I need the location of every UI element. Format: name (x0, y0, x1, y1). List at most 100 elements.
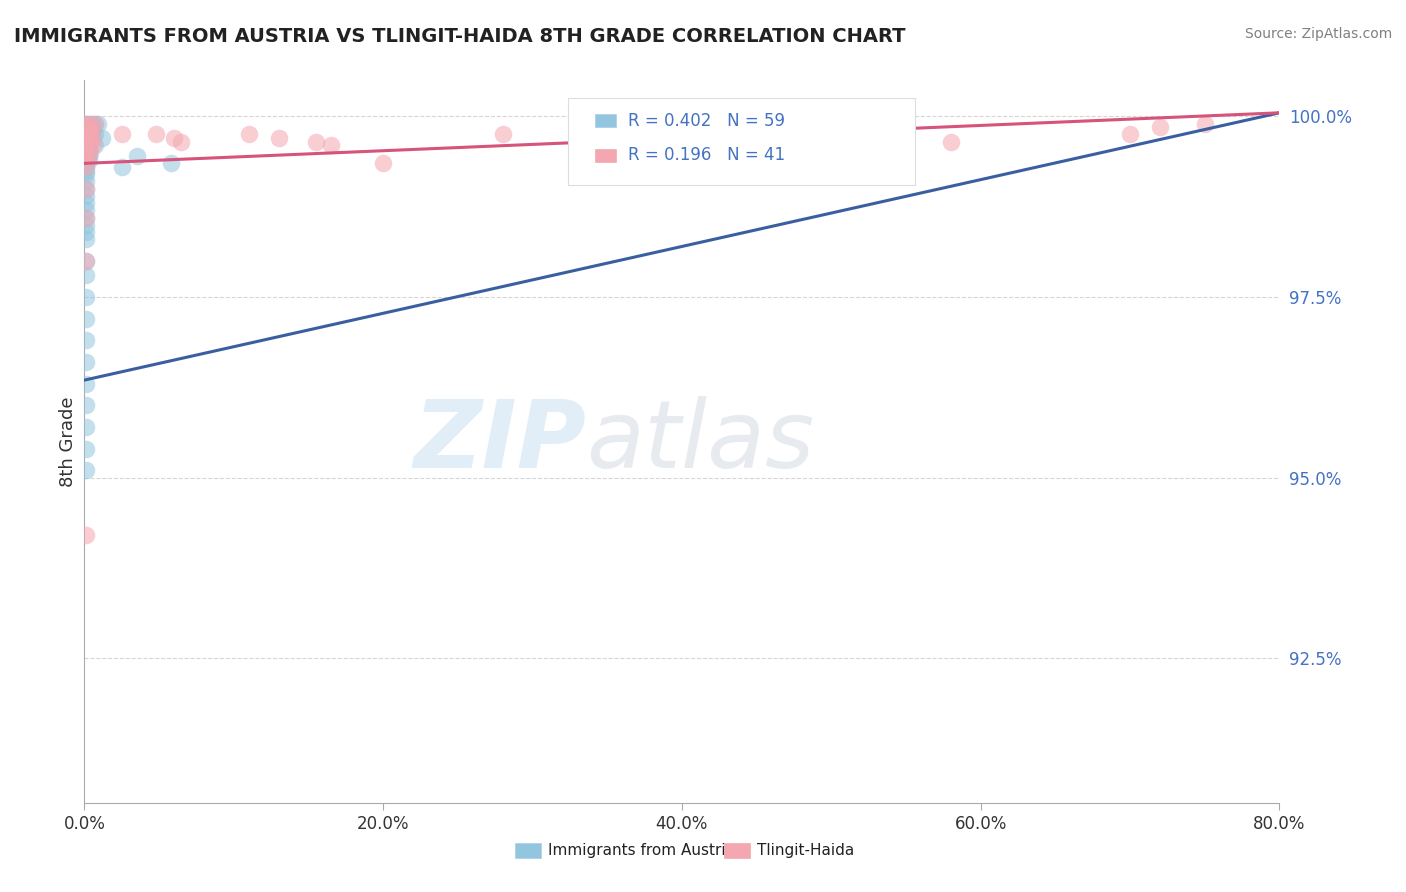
Point (77, 153, 100, 167)
Point (79, 128, 101, 142)
Point (80, 117, 103, 131)
Point (75, 131, 97, 145)
Bar (724, 843, 749, 858)
Point (77, 131, 100, 145)
Point (75, 142, 97, 156)
Point (75, 135, 97, 149)
Point (125, 149, 148, 163)
Point (79, 120, 101, 135)
Point (77, 128, 100, 142)
Point (75, 398, 97, 412)
Point (75, 153, 97, 167)
Point (238, 128, 260, 142)
Point (75, 128, 97, 142)
Point (75, 117, 97, 131)
Point (111, 128, 134, 142)
Point (267, 131, 290, 145)
Point (939, 135, 962, 149)
Point (75, 253, 97, 268)
Point (75, 142, 97, 156)
Point (91, 131, 114, 145)
Point (75, 174, 97, 188)
Point (75, 124, 97, 138)
Text: IMMIGRANTS FROM AUSTRIA VS TLINGIT-HAIDA 8TH GRADE CORRELATION CHART: IMMIGRANTS FROM AUSTRIA VS TLINGIT-HAIDA… (14, 27, 905, 45)
Point (160, 156, 183, 170)
Point (79, 145, 101, 160)
Point (75, 290, 97, 304)
Point (83, 117, 105, 131)
Point (77, 135, 100, 149)
Point (1119, 128, 1142, 142)
Point (80, 131, 103, 145)
Point (75, 145, 97, 160)
Point (75, 420, 97, 434)
Point (83, 138, 105, 153)
Point (75, 138, 97, 153)
Point (75, 120, 97, 135)
Text: R = 0.402   N = 59: R = 0.402 N = 59 (628, 112, 785, 129)
Bar (595, 114, 616, 128)
Bar (595, 149, 616, 162)
Point (75, 117, 97, 131)
Text: atlas: atlas (586, 396, 814, 487)
Point (75, 211, 97, 225)
Point (80, 128, 103, 142)
Point (83, 128, 105, 142)
Point (75, 124, 97, 138)
Point (716, 131, 738, 145)
Point (75, 167, 97, 181)
Point (111, 160, 134, 174)
Point (492, 128, 515, 142)
Point (305, 135, 328, 149)
Point (75, 528, 97, 542)
Point (170, 135, 193, 149)
Point (75, 442, 97, 456)
Point (626, 156, 648, 170)
Point (75, 189, 97, 203)
Point (75, 181, 97, 195)
Point (75, 138, 97, 153)
Point (319, 138, 342, 153)
Point (75, 232, 97, 246)
Point (75, 225, 97, 239)
Point (75, 149, 97, 163)
Point (75, 211, 97, 225)
Point (77, 120, 100, 135)
Point (75, 268, 97, 283)
Point (75, 160, 97, 174)
Point (75, 181, 97, 195)
Point (163, 131, 186, 145)
Point (75, 163, 97, 178)
Point (79, 124, 101, 138)
Point (82, 131, 104, 145)
Point (75, 156, 97, 170)
Point (373, 156, 395, 170)
Text: Source: ZipAtlas.com: Source: ZipAtlas.com (1244, 27, 1392, 41)
Point (75, 149, 97, 163)
Y-axis label: 8th Grade: 8th Grade (59, 396, 77, 487)
Point (83, 117, 105, 131)
FancyBboxPatch shape (568, 98, 915, 185)
Point (77, 142, 100, 156)
Point (77, 149, 100, 163)
Point (77, 124, 100, 138)
Text: Tlingit-Haida: Tlingit-Haida (758, 843, 855, 858)
Point (77, 145, 100, 160)
Point (145, 128, 167, 142)
Point (82, 138, 104, 153)
Point (75, 145, 97, 160)
Point (75, 160, 97, 174)
Point (79, 117, 101, 131)
Point (75, 131, 97, 145)
Bar (515, 843, 541, 858)
Point (75, 218, 97, 232)
Point (75, 253, 97, 268)
Point (567, 124, 589, 138)
Text: R = 0.196   N = 41: R = 0.196 N = 41 (628, 146, 786, 164)
Point (75, 355, 97, 369)
Point (75, 203, 97, 218)
Point (75, 334, 97, 348)
Point (75, 153, 97, 167)
Point (75, 128, 97, 142)
Point (75, 311, 97, 326)
